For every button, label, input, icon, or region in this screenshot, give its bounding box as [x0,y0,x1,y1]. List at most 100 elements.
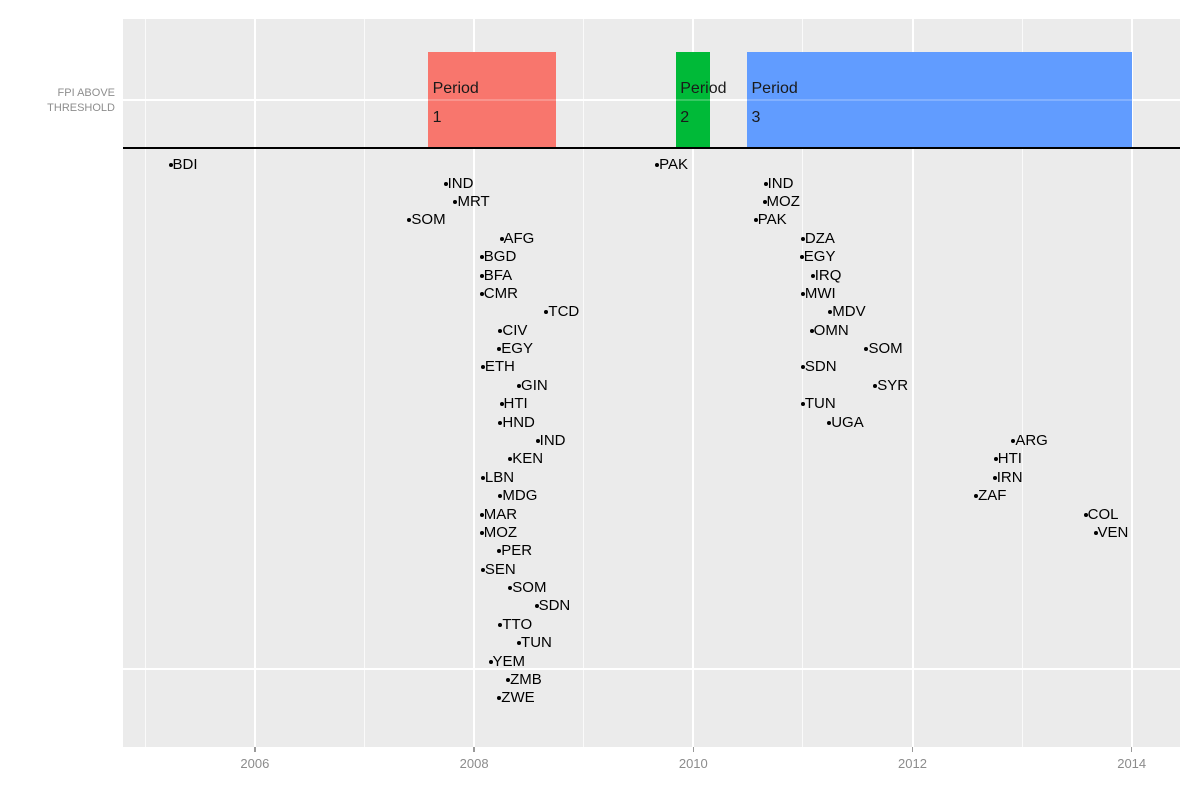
point-label: HTI [503,395,528,413]
point-dot [480,365,485,370]
point-dot [498,420,503,425]
point-dot [1011,439,1016,443]
point-label: PAK [757,211,787,229]
point-label: ZWE [501,689,535,707]
period-1-label: Period 1 [433,74,479,132]
point-dot [497,696,502,701]
point-label: HND [502,413,535,431]
point-dot [508,586,513,591]
point-label: SOM [512,579,547,597]
period-label-line1: Period [432,79,479,97]
point-dot [499,236,504,241]
point-label: MDV [832,303,866,321]
point-dot [479,291,484,296]
point-dot [828,310,833,315]
x-tick-label-2008: 2008 [459,756,489,771]
point-label: MAR [483,505,518,523]
point-dot [800,365,805,370]
x-tick-2008 [473,747,475,752]
point-dot [993,457,998,462]
y-axis-label-line1: FPI ABOVE [57,87,115,99]
gridline-major-2008 [473,19,476,747]
point-label: MRT [457,193,490,211]
point-label: ARG [1015,432,1048,449]
point-label: GIN [521,376,548,394]
gridline-major-2012 [911,19,914,747]
point-dot [488,659,493,664]
point-label: UGA [831,413,864,431]
point-label: IND [767,174,794,192]
point-dot [168,163,173,168]
gridline-horizontal-2 [123,668,1180,671]
point-label: SYR [877,376,909,394]
point-label: HTI [997,450,1022,468]
point-dot [498,328,503,333]
point-label: LBN [484,468,515,486]
point-dot [753,218,758,223]
gridline-minor-2007 [364,19,365,747]
gridline-minor-2005 [144,19,146,747]
point-label: SEN [484,560,516,578]
point-dot [407,218,412,223]
point-label: SOM [868,340,903,358]
point-label: MWI [804,284,836,302]
point-dot [517,383,522,388]
point-label: MDG [502,487,538,505]
point-label: CMR [483,284,518,302]
point-label: YEM [492,652,526,670]
point-dot [763,181,768,186]
period-label-line2: 1 [432,108,442,126]
gridline-minor-2009 [583,19,585,747]
point-dot [827,420,832,425]
point-label: BFA [483,266,513,284]
point-label: KEN [512,450,544,468]
point-dot [497,347,502,352]
plot-panel: Period 1 Period 2 Period 3 BDI PAK IND IND MRT MOZ S… [123,19,1180,747]
period-label-line2: 2 [680,108,690,126]
point-dot [508,457,513,462]
point-dot [974,494,979,499]
point-label: AFG [503,229,535,247]
period-label-line1: Period [751,79,798,97]
point-label: COL [1087,505,1119,523]
point-dot [1083,512,1088,517]
point-dot [799,255,804,260]
x-tick-2012 [911,747,914,752]
point-dot [992,475,997,480]
point-dot [655,163,660,168]
point-label: ZAF [978,487,1007,505]
point-dot [873,383,878,388]
period-3-band [747,52,1132,147]
point-label: BGD [483,248,517,266]
x-tick-2010 [692,747,695,752]
point-dot [535,439,540,443]
point-dot [443,181,448,186]
gridline-major-2010 [692,19,695,747]
point-label: OMN [813,321,849,339]
point-dot [453,200,458,205]
x-tick-label-2006: 2006 [240,756,270,771]
point-label: TUN [804,395,836,413]
point-dot [498,622,503,627]
point-dot [480,475,485,480]
y-axis-label-line2: THRESHOLD [47,101,115,114]
x-tick-2014 [1130,747,1133,752]
point-dot [479,273,484,278]
gridline-major-2006 [253,19,256,747]
point-dot [1093,530,1098,535]
point-label: ETH [484,358,515,376]
point-dot [864,347,869,352]
point-label: ZMB [510,670,542,688]
point-dot [506,677,511,682]
gridline-major-2014 [1130,19,1133,747]
period-2-label: Period 2 [680,74,726,132]
point-label: DZA [804,229,835,247]
point-label: IND [447,174,474,192]
point-dot [534,604,539,609]
gridline-minor-2013 [1021,19,1023,747]
point-dot [497,549,502,554]
point-label: IRN [996,468,1023,486]
x-tick-2006 [254,747,256,752]
point-dot [800,402,805,407]
